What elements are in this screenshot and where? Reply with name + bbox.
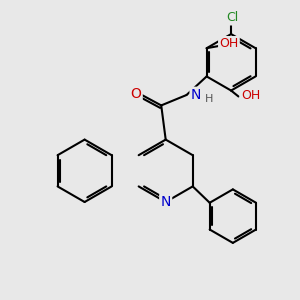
Text: OH: OH bbox=[219, 37, 238, 50]
Text: N: N bbox=[160, 195, 171, 209]
Text: H: H bbox=[205, 94, 213, 103]
Text: N: N bbox=[191, 88, 201, 102]
Text: Cl: Cl bbox=[226, 11, 239, 24]
Text: O: O bbox=[130, 86, 141, 100]
Text: OH: OH bbox=[241, 88, 260, 101]
